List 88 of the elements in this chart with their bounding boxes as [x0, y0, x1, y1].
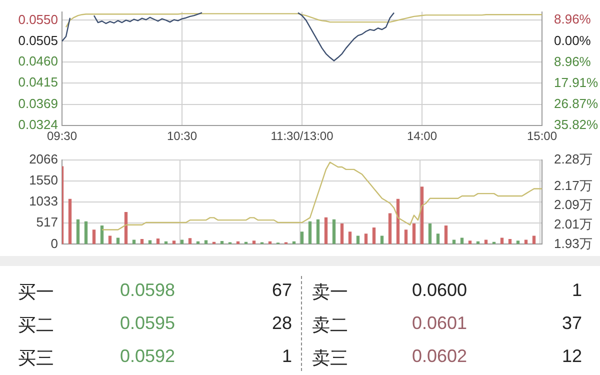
bar [460, 238, 464, 244]
text: 37 [560, 313, 582, 334]
y-tick-label: 0.0460 [18, 54, 58, 69]
bar [316, 219, 320, 244]
text: 卖二 [312, 314, 349, 337]
bar [532, 236, 536, 244]
text: 1 [570, 280, 582, 301]
bar [188, 238, 192, 244]
bar [172, 240, 176, 244]
text: 0.0602 [412, 346, 468, 367]
text: 67 [270, 280, 292, 301]
bar [68, 198, 72, 244]
bar [84, 221, 88, 244]
text: 28 [270, 313, 292, 334]
bar [76, 219, 80, 244]
text: 买二 [18, 314, 55, 337]
bar [340, 223, 344, 244]
bar [148, 240, 152, 244]
bar [476, 241, 480, 244]
bar [252, 240, 256, 244]
bar [396, 198, 400, 244]
bar [92, 230, 96, 244]
y2-tick-label: 2.09万 [554, 197, 592, 212]
y2-tick-label: 26.87% [554, 96, 599, 112]
y2-tick-label: 0.00% [554, 32, 592, 48]
bar [164, 241, 168, 244]
y2-tick-label: 8.96% [554, 12, 592, 27]
y-tick-label: 0.0550 [18, 12, 58, 27]
bar [372, 228, 376, 244]
bar [348, 232, 352, 244]
bar [220, 241, 224, 244]
bar [308, 221, 312, 244]
bar [508, 238, 512, 244]
y2-tick-label: 2.28万 [554, 151, 592, 166]
y-tick-label: 2066 [29, 151, 58, 166]
text: 买一 [18, 281, 55, 304]
text: 0.0592 [120, 346, 176, 367]
bar [356, 236, 360, 244]
bar [324, 217, 328, 244]
bar [268, 241, 272, 244]
y-tick-label: 0.0505 [18, 32, 58, 48]
bar [292, 241, 296, 244]
text: 1 [280, 346, 292, 367]
bar [236, 241, 240, 244]
bar [436, 234, 440, 244]
y-tick-label: 517 [36, 214, 58, 230]
bar [116, 238, 120, 244]
y-tick-label: 1033 [29, 194, 58, 209]
bar [332, 219, 336, 244]
bar [444, 225, 448, 244]
bar [108, 236, 112, 244]
y-tick-label: 0.0415 [18, 74, 58, 90]
y2-tick-label: 1.93万 [554, 236, 592, 251]
bar [428, 223, 432, 244]
bar [140, 238, 144, 244]
y-tick-label: 0.0369 [18, 96, 58, 112]
x-tick-label: 10:30 [166, 129, 198, 144]
text: 0.0595 [120, 313, 176, 334]
y2-tick-label: 2.01万 [554, 216, 592, 232]
y2-tick-label: 8.96% [554, 54, 592, 69]
bar [516, 240, 520, 244]
bar [196, 241, 200, 244]
bar [468, 240, 472, 244]
y2-tick-label: 2.17万 [554, 178, 592, 193]
bar [124, 212, 128, 244]
bar [204, 240, 208, 244]
text: 卖三 [312, 347, 349, 370]
y-tick-label: 0 [50, 236, 58, 251]
y2-tick-label: 17.91% [554, 74, 599, 90]
y-tick-label: 1550 [29, 172, 58, 188]
x-tick-label: 14:00 [406, 129, 438, 144]
x-tick-label: 11:30/13:00 [270, 129, 334, 144]
bar [364, 234, 368, 244]
text: 0.0600 [412, 280, 468, 301]
bar [500, 238, 504, 244]
bar [388, 213, 392, 244]
bar [156, 238, 160, 244]
text: 12 [560, 346, 582, 367]
bar [412, 223, 416, 244]
text: 买三 [18, 347, 55, 370]
bar [404, 230, 408, 244]
bar [300, 232, 304, 244]
text: 0.0601 [412, 313, 468, 334]
bar [380, 236, 384, 244]
bar [100, 225, 104, 244]
text: 卖一 [312, 281, 349, 304]
bar [420, 186, 424, 244]
text: 0.0598 [120, 280, 176, 301]
